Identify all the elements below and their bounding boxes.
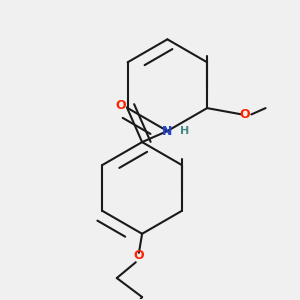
- Text: O: O: [134, 249, 144, 262]
- Text: H: H: [180, 126, 189, 136]
- Text: O: O: [115, 99, 126, 112]
- Text: O: O: [240, 108, 250, 121]
- Text: N: N: [162, 124, 172, 137]
